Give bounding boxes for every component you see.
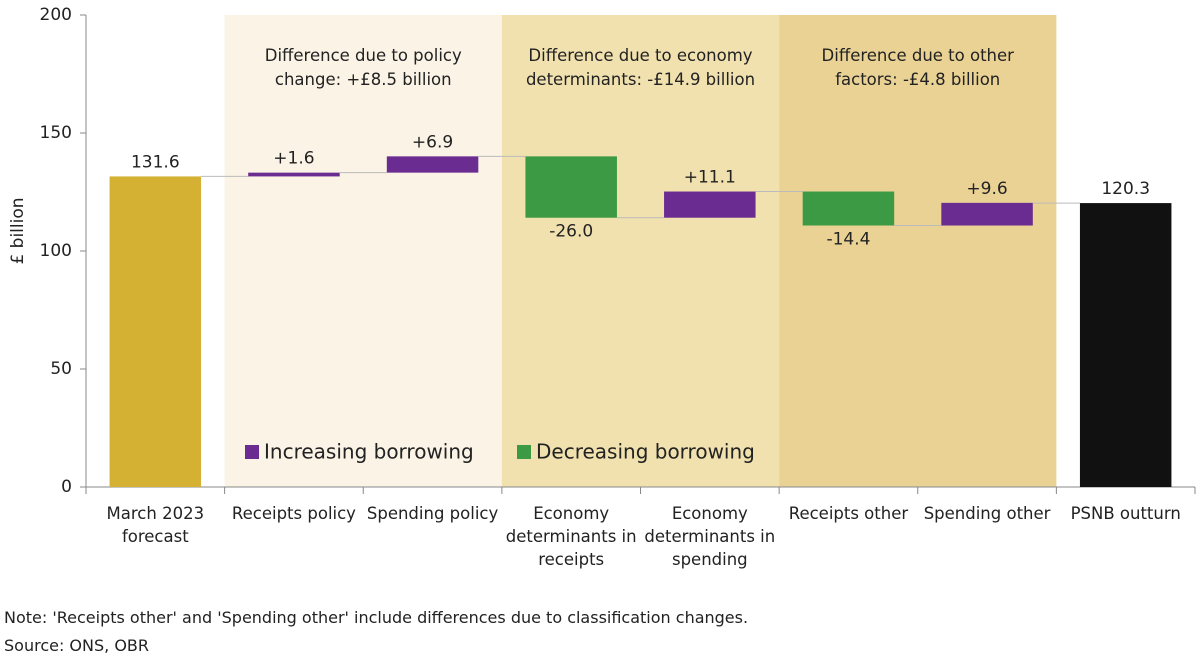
data-label: -14.4 — [826, 230, 870, 250]
data-label: -26.0 — [549, 222, 593, 242]
data-label: +9.6 — [966, 179, 1007, 199]
legend-label: Decreasing borrowing — [536, 440, 755, 464]
data-label: +1.6 — [273, 149, 314, 169]
band — [501, 15, 780, 487]
data-label: +11.1 — [684, 168, 736, 188]
band-title: Difference due to policy change: +£8.5 b… — [264, 46, 462, 89]
bar — [941, 202, 1033, 226]
bar — [525, 156, 617, 218]
y-tick-label: 50 — [50, 359, 72, 379]
data-label: 120.3 — [1101, 179, 1150, 199]
band — [779, 15, 1057, 487]
bar — [1079, 203, 1172, 488]
data-label: 131.6 — [131, 152, 180, 172]
band-title: Difference due to economy determinants: … — [525, 46, 756, 89]
bar — [386, 156, 479, 173]
x-tick-label: Spending policy — [366, 504, 499, 523]
x-tick-label: Receipts policy — [231, 504, 356, 523]
source: Source: ONS, OBR — [4, 636, 150, 655]
note: Note: 'Receipts other' and 'Spending oth… — [4, 608, 749, 627]
legend-label: Increasing borrowing — [264, 440, 474, 464]
legend-swatch — [517, 445, 531, 459]
x-tick-label: March 2023 forecast — [106, 504, 205, 546]
bar — [109, 176, 202, 487]
bar — [664, 191, 756, 218]
bar — [248, 172, 340, 177]
data-label: +6.9 — [412, 132, 453, 152]
band-title: Difference due to other factors: -£4.8 b… — [821, 46, 1014, 89]
band — [224, 15, 502, 487]
x-tick-label: PSNB outturn — [1070, 504, 1181, 523]
y-axis-label: £ billion — [8, 197, 28, 264]
x-tick-label: Economy determinants in spending — [644, 504, 776, 569]
x-tick-label: Economy determinants in receipts — [505, 504, 637, 569]
y-tick-label: 200 — [40, 5, 72, 25]
y-tick-label: 0 — [61, 477, 72, 497]
x-tick-label: Receipts other — [788, 504, 909, 523]
y-tick-label: 150 — [40, 123, 72, 143]
y-tick-label: 100 — [40, 241, 72, 261]
bar — [802, 191, 895, 226]
x-tick-label: Spending other — [923, 504, 1051, 523]
legend-swatch — [245, 445, 259, 459]
